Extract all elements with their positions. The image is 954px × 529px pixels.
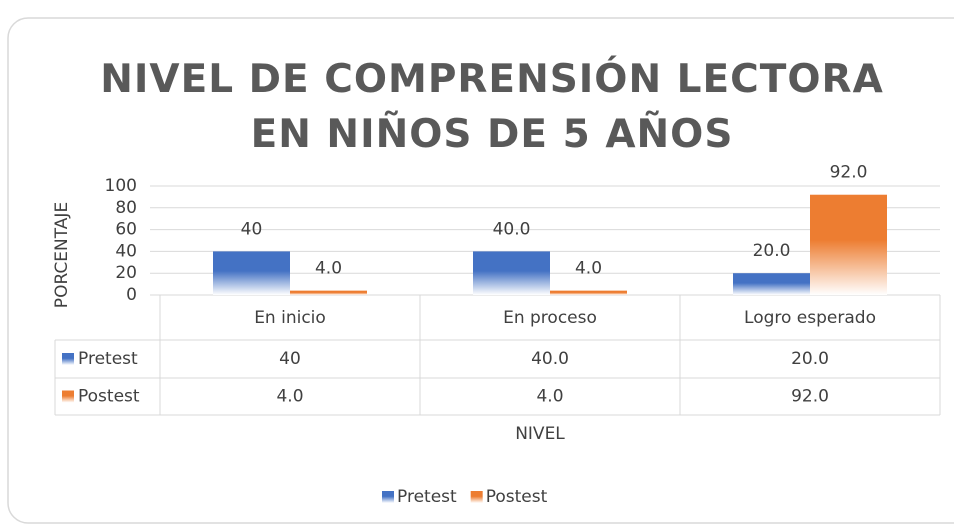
table-cell: 4.0	[276, 387, 303, 407]
chart-title: NIVEL DE COMPRENSIÓN LECTORA EN NIÑOS DE…	[100, 57, 884, 157]
table-row-label: Pretest	[78, 349, 138, 369]
x-tick-label: En inicio	[254, 308, 326, 328]
data-label: 4.0	[315, 259, 342, 279]
x-tick-label: Logro esperado	[744, 308, 876, 328]
table-legend-key	[62, 353, 74, 365]
y-tick-label: 80	[115, 198, 137, 218]
data-label: 40.0	[493, 219, 531, 239]
table-cell: 20.0	[791, 349, 829, 369]
y-tick-label: 60	[115, 220, 137, 240]
legend-key	[382, 491, 394, 503]
bar	[733, 273, 810, 295]
legend-label: Pretest	[397, 487, 457, 507]
y-axis-label: PORCENTAJE	[52, 202, 72, 308]
legend-key	[470, 491, 483, 503]
bar	[290, 290, 367, 295]
table-cell: 92.0	[791, 387, 829, 407]
bar	[550, 290, 627, 295]
data-label: 4.0	[575, 259, 602, 279]
data-label: 40	[241, 219, 263, 239]
data-label: 20.0	[753, 241, 791, 261]
table-legend-key	[62, 390, 74, 403]
y-tick-label: 100	[105, 176, 137, 196]
y-tick-label: 0	[126, 285, 137, 305]
bar	[473, 251, 550, 295]
y-tick-label: 40	[115, 241, 137, 261]
bar	[810, 194, 887, 295]
x-tick-label: En proceso	[503, 308, 597, 328]
y-tick-label: 20	[115, 263, 137, 283]
table-cell: 40.0	[531, 349, 569, 369]
x-axis-label: NIVEL	[515, 424, 565, 444]
table-row-label: Postest	[78, 387, 140, 407]
data-label: 92.0	[830, 163, 868, 183]
table-cell: 40	[279, 349, 301, 369]
table-cell: 4.0	[536, 387, 563, 407]
legend-label: Postest	[486, 487, 548, 507]
bar	[213, 251, 290, 295]
